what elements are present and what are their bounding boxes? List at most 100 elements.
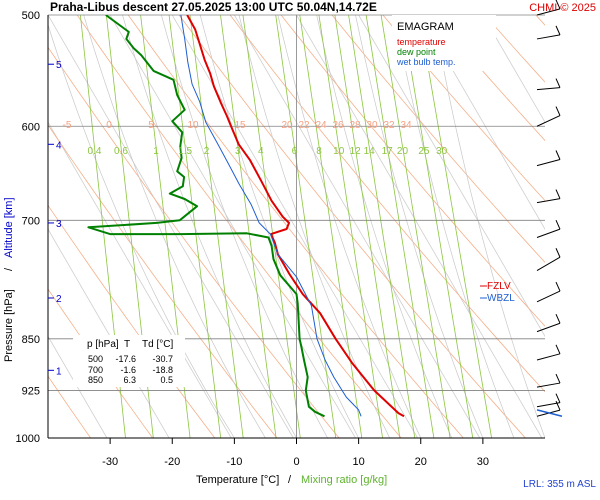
pressure-tick-label: 600	[22, 121, 40, 133]
x-title-separator: /	[288, 474, 292, 486]
wind-barb-flag	[555, 373, 561, 384]
mixing-ratio-label: 0.6	[114, 146, 128, 157]
wbzl-label: WBZL	[487, 293, 515, 304]
dry-adiabat-label: 26	[332, 120, 344, 131]
x-tick-label: -20	[164, 456, 180, 468]
axis-labels: -30 -20 -10 0 10 20 30500600700850925100012345…	[16, 10, 489, 468]
table-cell: -18.8	[152, 365, 173, 375]
x-tick-label: 10	[353, 456, 365, 468]
x-tick-label: 0	[293, 456, 299, 468]
mixing-ratio-line	[401, 15, 474, 438]
altitude-tick-label: 1	[56, 366, 62, 377]
isotherm-line	[48, 335, 108, 438]
wind-barb-shaft	[536, 290, 561, 303]
altitude-tick-label: 3	[56, 219, 62, 230]
legend-wetbulb: wet bulb temp.	[396, 57, 456, 67]
legend-dewpoint: dew point	[397, 47, 436, 57]
wind-barbs	[536, 0, 563, 417]
temperature-line	[186, 15, 405, 418]
x-tick-label: 30	[477, 456, 489, 468]
moist-adiabat-line	[355, 15, 484, 438]
mixing-ratio-line	[168, 15, 222, 438]
y-title-altitude: Altitude [km]	[3, 197, 15, 258]
mixing-ratio-line	[299, 15, 363, 438]
mixing-ratio-line	[220, 15, 277, 438]
mixing-ratio-label: 30	[436, 146, 448, 157]
wind-barb-shaft	[536, 256, 561, 271]
wind-barb-shaft	[536, 353, 561, 361]
mixing-ratio-label: 25	[418, 146, 430, 157]
wetbulb-line	[180, 15, 362, 417]
x-axis-title: Temperature [°C] / Mixing ratio [g/kg]	[196, 474, 387, 486]
mixing-ratio-line	[348, 15, 416, 438]
mixing-ratio-label: 4	[258, 146, 264, 157]
mixing-ratio-label: 0.4	[87, 146, 101, 157]
altitude-tick-label: 5	[56, 60, 62, 71]
isotherm-line	[420, 15, 545, 231]
wind-barb-shaft	[536, 159, 561, 167]
x-tick-label: -30	[102, 456, 118, 468]
table-header-t: T	[124, 339, 130, 350]
dry-adiabat-line	[331, 15, 545, 263]
mixing-ratio-line	[242, 15, 301, 438]
dry-adiabat-line	[433, 15, 545, 142]
pressure-tick-label: 700	[22, 215, 40, 227]
table-cell: 0.5	[160, 375, 173, 385]
table-header-td: Td [°C]	[142, 339, 173, 350]
mixing-ratio-label: 17	[382, 146, 394, 157]
wind-barb-flag	[555, 400, 561, 411]
wind-barb-shaft	[536, 228, 561, 238]
wind-barb-shaft	[536, 34, 561, 40]
wind-barb-flag	[555, 281, 561, 292]
isotherm-line	[109, 15, 356, 438]
isotherm-line	[358, 15, 545, 338]
wind-barb-flag	[555, 189, 561, 199]
mixing-ratio-line	[380, 15, 451, 438]
wind-barb-flag	[555, 106, 561, 116]
dewpoint-line	[87, 15, 325, 418]
dry-adiabat-label: 22	[298, 120, 310, 131]
moist-adiabat-line	[238, 15, 391, 438]
wind-barb-flag	[555, 393, 561, 403]
isotherm-line	[482, 15, 545, 123]
dry-adiabat-label: 10	[187, 120, 199, 131]
wind-barb-shaft	[536, 322, 561, 333]
y-axis-title: Pressure [hPa] / Altitude [km]	[3, 197, 15, 362]
legend-title: EMAGRAM	[397, 21, 454, 33]
moist-adiabat-line	[199, 15, 359, 438]
mixing-ratio-label: 1	[153, 146, 159, 157]
moist-adiabat-line	[161, 15, 328, 438]
mixing-ratio-line	[189, 15, 244, 438]
sounding-series	[87, 15, 405, 418]
background-lines	[48, 15, 545, 438]
mixing-ratio-label: 2	[204, 146, 210, 157]
dry-adiabat-line	[229, 15, 545, 393]
mixing-ratio-line	[318, 15, 383, 438]
mixing-ratio-label: 14	[364, 146, 376, 157]
pressure-tick-label: 1000	[16, 433, 40, 445]
wind-barb-flag	[555, 344, 561, 355]
mixing-ratio-label: 6	[292, 146, 298, 157]
wind-barb-shaft	[536, 87, 561, 91]
table-cell: 500	[88, 354, 103, 364]
altitude-tick-label: 2	[56, 294, 62, 305]
wind-barb-flag	[555, 0, 561, 10]
dry-adiabat-line	[76, 15, 402, 438]
wind-barb-shaft	[536, 8, 561, 16]
y-title-pressure: Pressure [hPa]	[3, 289, 15, 362]
dry-adiabat-label: 15	[234, 120, 246, 131]
copyright-text: CHMI © 2025	[529, 2, 596, 14]
table-cell: -30.7	[152, 354, 173, 364]
x-tick-label: 20	[415, 456, 427, 468]
wind-barb-shaft	[536, 402, 561, 408]
mixing-ratio-label: 10	[333, 146, 345, 157]
legend-temperature: temperature	[397, 37, 446, 47]
mixing-ratio-label: 3	[235, 146, 241, 157]
moist-adiabat-line	[48, 23, 235, 438]
wind-barb-flag	[555, 314, 561, 324]
wind-barb-shaft	[536, 115, 561, 127]
dry-adiabat-label: 30	[366, 120, 378, 131]
pressure-tick-label: 925	[22, 385, 40, 397]
wind-barb-flag	[555, 219, 561, 230]
